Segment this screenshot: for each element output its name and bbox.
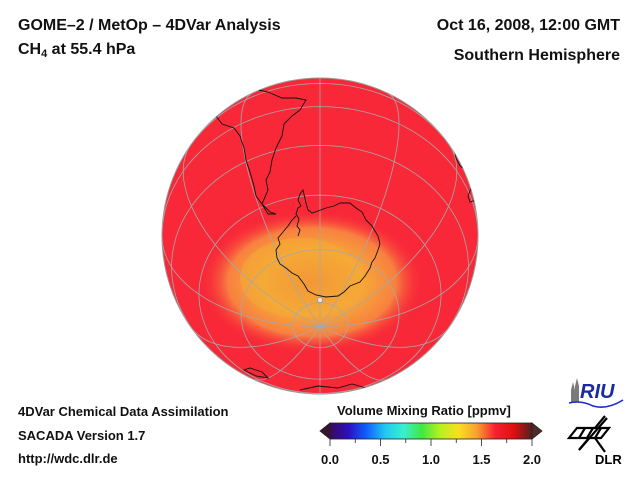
graticule-line: [319, 93, 400, 327]
species-level-label: CH4 at 55.4 hPa: [18, 41, 135, 60]
graticule-line: [162, 235, 321, 327]
plot-title: GOME–2 / MetOp – 4DVar Analysis: [18, 17, 281, 34]
colorbar-tick-label: 0.5: [371, 452, 390, 467]
graticule-line: [253, 326, 321, 381]
footer-line-2: SACADA Version 1.7: [18, 428, 146, 443]
species-subscript: 4: [41, 48, 48, 60]
graticule-line: [319, 326, 449, 348]
footer-url: http://wdc.dlr.de: [18, 451, 118, 466]
pressure-level: at 55.4 hPa: [47, 41, 136, 58]
south-pole-marker: [317, 297, 323, 303]
dlr-logo: DLR: [566, 415, 622, 467]
coastline-antarctica: [275, 188, 381, 298]
cathedral-icon: [571, 378, 579, 402]
riu-logo-text: RIU: [580, 381, 615, 403]
graticule-line: [182, 146, 321, 327]
colorbar: [319, 422, 543, 446]
coastlines: [209, 85, 478, 391]
graticule: [162, 78, 478, 394]
graticule-line: [191, 326, 321, 348]
riu-logo: RIU: [568, 378, 624, 408]
graticule-line: [319, 326, 387, 381]
graticule-line: [319, 235, 478, 327]
colorbar-title: Volume Mixing Ratio [ppmv]: [337, 403, 511, 418]
colorbar-tick-label: 1.5: [472, 452, 491, 467]
dlr-logo-text: DLR: [595, 452, 622, 467]
species-name: CH: [18, 41, 42, 58]
graticule-line: [240, 93, 321, 327]
graticule-line: [319, 146, 458, 327]
coastline-south-america: [209, 87, 307, 215]
coastline-new-zealand: [242, 367, 270, 379]
footer-line-1: 4DVar Chemical Data Assimilation: [18, 404, 229, 419]
colorbar-tick-label: 0.0: [320, 452, 340, 467]
wave-line: [568, 399, 624, 408]
datetime-label: Oct 16, 2008, 12:00 GMT: [436, 17, 620, 34]
region-label: Southern Hemisphere: [453, 47, 620, 64]
colorbar-tick-label: 2.0: [522, 452, 542, 467]
colorbar-under-arrow: [319, 422, 331, 440]
colorbar-tick-label: 1.0: [421, 452, 441, 467]
colorbar-over-arrow: [531, 422, 543, 440]
colorbar-gradient: [329, 422, 533, 440]
coastline-australia: [299, 383, 367, 391]
